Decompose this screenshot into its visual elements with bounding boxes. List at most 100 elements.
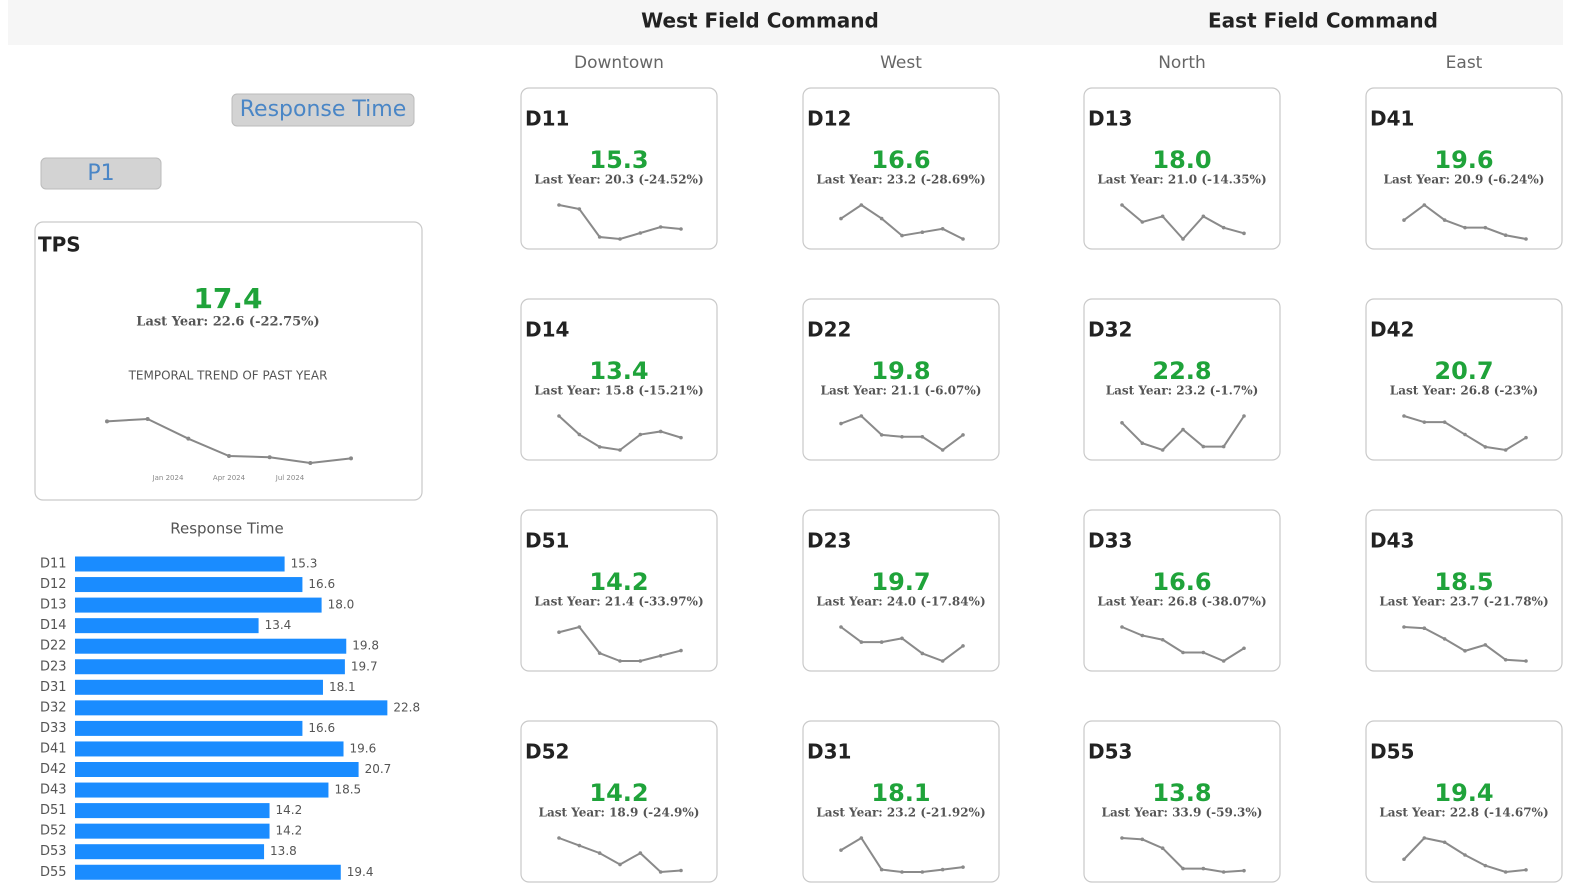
sparkline-point (1442, 840, 1447, 845)
card-value: 15.3 (589, 146, 648, 174)
sparkline-point (900, 434, 904, 439)
button-bg[interactable] (40, 157, 162, 190)
sparkline-point (349, 456, 353, 461)
card-last-year: Last Year: 22.8 (-14.67%) (1379, 806, 1548, 820)
sparkline-point (961, 644, 965, 648)
sparkline-point (1120, 836, 1124, 840)
card-title: D41 (1370, 107, 1414, 131)
sparkline-point (1422, 420, 1427, 424)
tps-card (34, 221, 423, 501)
bar (75, 844, 265, 860)
sparkline-point (145, 417, 150, 421)
sparkline-point (1201, 650, 1206, 655)
card-title: D53 (1088, 740, 1132, 764)
sparkline-point (920, 870, 925, 874)
sparkline-point (557, 414, 561, 418)
sparkline-point (679, 868, 683, 873)
sparkline-point (900, 636, 904, 641)
sparkline-point (186, 436, 191, 441)
sparkline-point (679, 648, 683, 653)
bar-value-label: 13.8 (270, 844, 297, 858)
card-last-year: Last Year: 23.2 (-21.92%) (816, 806, 985, 820)
sparkline-point (1483, 643, 1488, 647)
button-label[interactable]: P1 (87, 161, 114, 186)
district-card (802, 720, 1000, 883)
sparkline-point (1221, 444, 1226, 449)
card-last-year: Last Year: 20.3 (-24.52%) (534, 173, 703, 187)
sparkline-point (879, 640, 884, 644)
card-title: D14 (525, 318, 569, 342)
card-title: D42 (1370, 318, 1414, 342)
bar-value-label: 15.3 (291, 557, 318, 571)
sparkline-point (1442, 637, 1447, 641)
sparkline-point (920, 434, 925, 439)
sparkline-point (961, 865, 965, 869)
card-title: D33 (1088, 529, 1132, 553)
sparkline-point (920, 230, 925, 234)
bar-value-label: 22.8 (393, 700, 420, 714)
bar-category: D43 (40, 783, 67, 798)
sparkline-point (577, 843, 582, 848)
bar-category: D12 (40, 577, 67, 592)
sparkline-point (920, 651, 925, 656)
sparkline-point (859, 836, 864, 840)
card-last-year: Last Year: 21.0 (-14.35%) (1097, 173, 1266, 187)
tps-last-year: Last Year: 22.6 (-22.75%) (136, 315, 319, 330)
sparkline-point (859, 203, 864, 207)
sparkline-point (597, 445, 602, 449)
sparkline-point (308, 461, 313, 465)
bar (75, 577, 303, 593)
district-card (1365, 509, 1563, 672)
command-title: East Field Command (1208, 9, 1438, 33)
bar-value-label: 18.1 (329, 680, 356, 694)
sparkline-point (1120, 625, 1124, 629)
card-last-year: Last Year: 23.2 (-28.69%) (816, 173, 985, 187)
tps-value: 17.4 (193, 282, 262, 315)
bar (75, 803, 270, 819)
district-card (520, 509, 718, 672)
sparkline-point (940, 659, 945, 663)
button-label[interactable]: Response Time (240, 97, 407, 122)
button-bg[interactable] (231, 93, 415, 127)
sparkline-point (1463, 432, 1467, 437)
sparkline-point (557, 630, 561, 635)
sparkline-point (679, 227, 683, 231)
card-value: 13.4 (589, 357, 648, 385)
bar-value-label: 19.4 (347, 865, 374, 879)
card-last-year: Last Year: 23.7 (-21.78%) (1379, 595, 1548, 609)
response-time-button[interactable]: Response Time (231, 93, 415, 127)
card-title: D11 (525, 107, 569, 131)
p1-button[interactable]: P1 (40, 157, 162, 190)
card-last-year: Last Year: 20.9 (-6.24%) (1384, 173, 1545, 187)
sparkline-point (1242, 646, 1246, 651)
card-title: D12 (807, 107, 851, 131)
card-last-year: Last Year: 23.2 (-1.7%) (1106, 384, 1259, 398)
bar-value-label: 18.5 (334, 783, 361, 797)
sparkline-point (1120, 203, 1124, 207)
sparkline-point (879, 867, 884, 872)
card-value: 18.0 (1152, 146, 1211, 174)
sparkline-point (1524, 435, 1528, 440)
sparkline-point (1442, 218, 1447, 222)
tps-title: TPS (38, 233, 81, 257)
bar-category: D32 (40, 700, 67, 715)
bar (75, 597, 322, 613)
sparkline-point (1181, 650, 1185, 655)
sparkline-point (658, 653, 663, 658)
district-card (1083, 298, 1281, 461)
sparkline-point (1483, 445, 1488, 449)
card-title: D43 (1370, 529, 1414, 553)
sparkline-point (1524, 237, 1528, 241)
bar (75, 679, 323, 695)
bar (75, 556, 285, 572)
sparkline-point (658, 429, 663, 434)
sparkline-point (1221, 659, 1226, 663)
bar-value-label: 19.8 (352, 639, 379, 653)
sparkline-point (1160, 637, 1165, 642)
sparkline-point (679, 435, 683, 440)
card-value: 19.7 (871, 568, 930, 596)
sparkline-point (638, 851, 643, 855)
sparkline-point (1463, 649, 1467, 653)
sparkline-point (940, 227, 945, 231)
